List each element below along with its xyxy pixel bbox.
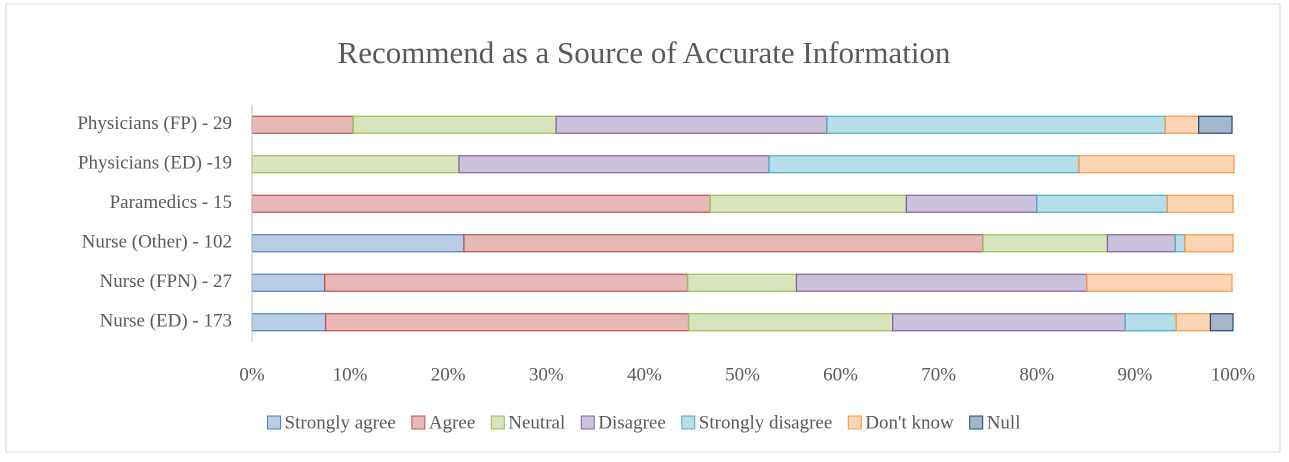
legend-swatch <box>267 415 282 430</box>
bar-segment <box>1164 115 1200 134</box>
x-tick-label: 80% <box>1019 364 1054 385</box>
legend-label: Neutral <box>508 412 565 433</box>
bar-segment <box>251 273 326 292</box>
legend-label: Don't know <box>865 412 954 433</box>
bar-segment <box>251 115 354 134</box>
bar-segment <box>1184 234 1234 253</box>
bar-segment <box>1209 313 1234 332</box>
legend-label: Strongly agree <box>285 412 396 433</box>
bar-segment <box>324 313 690 332</box>
legend-label: Null <box>987 412 1021 433</box>
bar-segment <box>1078 155 1235 174</box>
bar-segment <box>905 194 1038 213</box>
x-tick-label: 10% <box>333 364 368 385</box>
legend-label: Strongly disagree <box>699 412 833 433</box>
x-tick-label: 30% <box>529 364 564 385</box>
bar-segment <box>687 313 894 332</box>
bar-segment <box>352 115 557 134</box>
bar-segment <box>251 194 711 213</box>
legend-swatch <box>411 415 426 430</box>
bar-segment <box>891 313 1126 332</box>
bar-segment <box>251 313 327 332</box>
bar-segment <box>686 273 798 292</box>
bar-segment <box>323 273 689 292</box>
x-tick-label: 20% <box>431 364 466 385</box>
bar-segment <box>251 234 465 253</box>
bar-segment <box>1166 194 1234 213</box>
bar-segment <box>1198 115 1233 134</box>
legend-swatch <box>580 415 595 430</box>
x-tick-label: 100% <box>1211 364 1256 385</box>
bar-segment <box>1124 313 1177 332</box>
bar-segment <box>1174 234 1186 253</box>
chart-border <box>5 3 1281 453</box>
legend-swatch <box>681 415 696 430</box>
bar-segment <box>458 155 770 174</box>
bar-segment <box>1175 313 1212 332</box>
bar-segment <box>795 273 1088 292</box>
y-tick-label: Nurse (ED) - 173 <box>100 311 232 332</box>
legend-swatch <box>969 415 984 430</box>
y-tick-label: Nurse (Other) - 102 <box>82 232 232 253</box>
y-tick-label: Physicians (ED) -19 <box>78 153 232 174</box>
y-tick-label: Physicians (FP) - 29 <box>77 113 232 134</box>
y-tick-label: Nurse (FPN) - 27 <box>100 271 232 292</box>
chart-title: Recommend as a Source of Accurate Inform… <box>338 35 951 70</box>
x-tick-label: 70% <box>921 364 956 385</box>
x-tick-label: 40% <box>627 364 662 385</box>
bar-segment <box>826 115 1166 134</box>
bar-segment <box>1036 194 1168 213</box>
bar-segment <box>463 234 984 253</box>
bar-segment <box>1086 273 1233 292</box>
bar-segment <box>982 234 1109 253</box>
x-tick-label: 50% <box>725 364 760 385</box>
x-tick-label: 60% <box>823 364 858 385</box>
x-tick-label: 0% <box>239 364 265 385</box>
bar-segment <box>555 115 828 134</box>
x-tick-label: 90% <box>1117 364 1152 385</box>
y-tick-label: Paramedics - 15 <box>110 192 232 213</box>
legend-swatch <box>490 415 505 430</box>
legend-label: Disagree <box>598 412 666 433</box>
bar-segment <box>1106 234 1176 253</box>
bar-segment <box>251 155 460 174</box>
legend-label: Agree <box>429 412 475 433</box>
bar-segment <box>709 194 907 213</box>
legend-swatch <box>847 415 862 430</box>
bar-segment <box>768 155 1080 174</box>
